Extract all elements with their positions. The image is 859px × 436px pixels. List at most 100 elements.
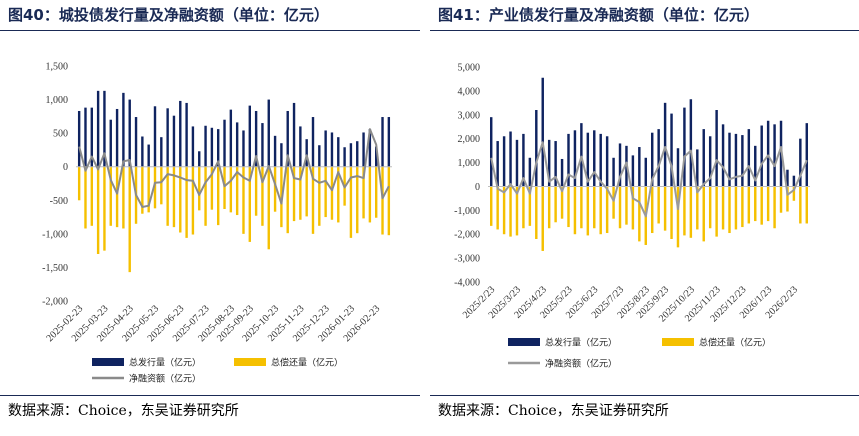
repayment-bar — [381, 166, 384, 235]
chart-source: 数据来源：Choice，东吴证券研究所 — [438, 403, 669, 419]
repayment-bar — [747, 186, 751, 224]
issuance-bar — [747, 129, 751, 187]
issuance-bar — [204, 125, 207, 167]
issuance-bar — [657, 129, 660, 187]
repayment-bar — [612, 186, 615, 219]
repayment-bar — [374, 166, 378, 218]
issuance-bar — [235, 122, 239, 167]
issuance-bar — [254, 110, 258, 167]
issuance-bar — [573, 130, 577, 187]
repayment-bar — [387, 166, 391, 236]
issuance-bar — [122, 92, 125, 167]
issuance-bar — [179, 100, 182, 167]
y-tick-label: 500 — [53, 129, 68, 140]
issuance-bar — [580, 123, 583, 187]
issuance-bar — [547, 139, 551, 187]
repayment-bar — [522, 186, 525, 229]
repayment-bar — [560, 186, 564, 219]
repayment-bar — [198, 166, 201, 211]
repayment-bar — [299, 166, 302, 220]
repayment-bar — [599, 186, 602, 235]
repayment-bar — [773, 186, 776, 229]
repayment-bar — [191, 166, 195, 235]
repayment-bar — [734, 186, 738, 230]
issuance-bar — [280, 143, 283, 167]
issuance-bar — [109, 119, 112, 167]
y-tick-label: 1,000 — [458, 158, 481, 169]
repayment-bar — [567, 186, 570, 228]
legend-label: 总发行量（亿元） — [129, 357, 201, 369]
legend-label: 净融资额（亿元） — [545, 358, 617, 370]
repayment-bar — [573, 186, 577, 235]
issuance-bar — [567, 133, 570, 187]
repayment-bar — [84, 166, 87, 229]
repayment-bar — [805, 186, 809, 224]
issuance-bar — [638, 147, 641, 187]
issuance-bar — [261, 123, 264, 167]
repayment-bar — [515, 186, 519, 236]
repayment-bar — [554, 186, 557, 223]
issuance-bar — [586, 132, 590, 187]
y-tick-label: 5,000 — [458, 63, 481, 74]
issuance-bar — [618, 143, 622, 187]
issuance-bar — [172, 115, 176, 167]
repayment-bar — [728, 186, 731, 234]
y-tick-label: 1,500 — [46, 62, 69, 73]
repayment-bar — [292, 166, 296, 222]
repayment-bar — [160, 166, 163, 205]
repayment-bar — [496, 186, 499, 230]
y-tick-label: -1,000 — [42, 229, 68, 240]
repayment-bar — [362, 166, 365, 219]
repayment-bar — [179, 166, 182, 233]
repayment-bar — [779, 186, 783, 213]
issuance-bar — [702, 129, 705, 187]
issuance-bar — [676, 148, 680, 187]
issuance-bar — [292, 102, 296, 167]
repayment-bar — [489, 186, 493, 226]
repayment-bar — [305, 166, 308, 217]
issuance-bar — [374, 146, 378, 167]
repayment-bar — [766, 186, 770, 222]
issuance-bar — [766, 120, 770, 187]
chart-left: 1,5001,0005000-500-1,000-1,500-2,0002025… — [42, 62, 392, 385]
repayment-bar — [90, 166, 94, 226]
repayment-bar — [356, 166, 359, 234]
repayment-bar — [261, 166, 264, 226]
issuance-bar — [223, 119, 226, 167]
issuance-bar — [631, 155, 635, 187]
issuance-bar — [141, 136, 144, 167]
issuance-bar — [362, 132, 365, 167]
repayment-bar — [547, 186, 551, 229]
repayment-bar — [235, 166, 239, 216]
legend-label: 净融资额（亿元） — [129, 373, 201, 385]
y-tick-label: -4,000 — [454, 278, 480, 289]
legend-swatch — [92, 358, 124, 366]
issuance-bar — [535, 110, 538, 187]
issuance-bar — [644, 157, 648, 187]
issuance-bar — [84, 107, 87, 167]
issuance-bar — [554, 141, 557, 187]
issuance-bar — [153, 106, 157, 167]
legend-label: 总偿还量（亿元） — [271, 357, 343, 369]
repayment-bar — [535, 186, 538, 239]
repayment-bar — [625, 186, 628, 225]
repayment-bar — [605, 186, 609, 234]
issuance-bar — [541, 77, 544, 187]
divider — [430, 30, 859, 31]
repayment-bar — [593, 186, 596, 229]
repayment-bar — [663, 186, 667, 231]
y-tick-label: 2,000 — [458, 134, 481, 145]
repayment-bar — [541, 186, 544, 251]
repayment-bar — [210, 166, 214, 210]
y-tick-label: -2,000 — [42, 297, 68, 308]
y-tick-label: 1,000 — [46, 95, 69, 106]
repayment-bar — [502, 186, 506, 235]
issuance-bar — [522, 133, 525, 187]
y-tick-label: -2,000 — [454, 230, 480, 241]
repayment-bar — [166, 166, 169, 226]
repayment-bar — [670, 186, 673, 239]
repayment-bar — [147, 166, 150, 213]
issuance-bar — [754, 145, 757, 187]
repayment-bar — [172, 166, 176, 228]
repayment-bar — [696, 186, 699, 230]
